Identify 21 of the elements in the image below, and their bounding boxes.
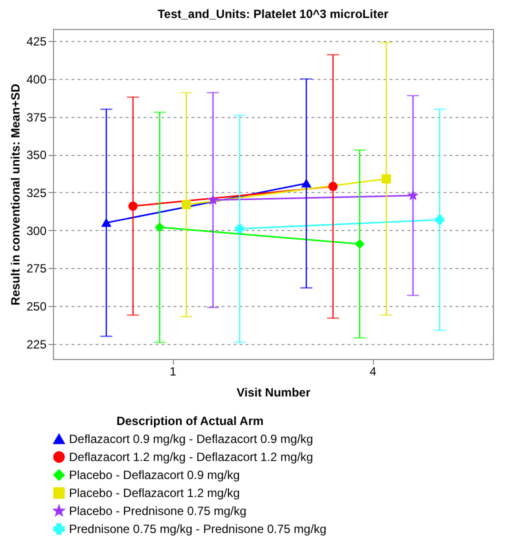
legend-label: Placebo - Deflazacort 1.2 mg/kg xyxy=(69,486,240,500)
y-tick-label: 350 xyxy=(26,148,47,162)
legend-title: Description of Actual Arm xyxy=(116,414,264,428)
legend-label: Placebo - Deflazacort 0.9 mg/kg xyxy=(69,468,240,482)
y-tick-label: 225 xyxy=(26,337,47,352)
y-tick-label: 400 xyxy=(26,72,47,86)
y-tick-label: 425 xyxy=(26,34,47,49)
legend-label: Deflazacort 1.2 mg/kg - Deflazacort 1.2 mg/kg xyxy=(69,450,314,464)
y-axis-title: Result in conventional units: Mean+SD xyxy=(8,83,22,306)
y-tick-label: 275 xyxy=(26,262,47,276)
chart-title: Test_and_Units: Platelet 10^3 microLiter xyxy=(158,7,389,21)
y-tick-label: 325 xyxy=(26,186,47,200)
x-tick-label: 4 xyxy=(370,364,377,378)
x-axis-title: Visit Number xyxy=(236,386,311,400)
x-tick-label: 1 xyxy=(170,364,177,378)
y-tick-label: 375 xyxy=(26,110,47,124)
y-tick-label: 300 xyxy=(26,224,47,238)
y-tick-label: 250 xyxy=(26,300,47,314)
legend-label: Placebo - Prednisone 0.75 mg/kg xyxy=(69,504,246,518)
legend-label: Prednisone 0.75 mg/kg - Prednisone 0.75 mg/kg xyxy=(69,522,326,536)
legend-label: Deflazacort 0.9 mg/kg - Deflazacort 0.9 mg/kg xyxy=(69,432,314,446)
